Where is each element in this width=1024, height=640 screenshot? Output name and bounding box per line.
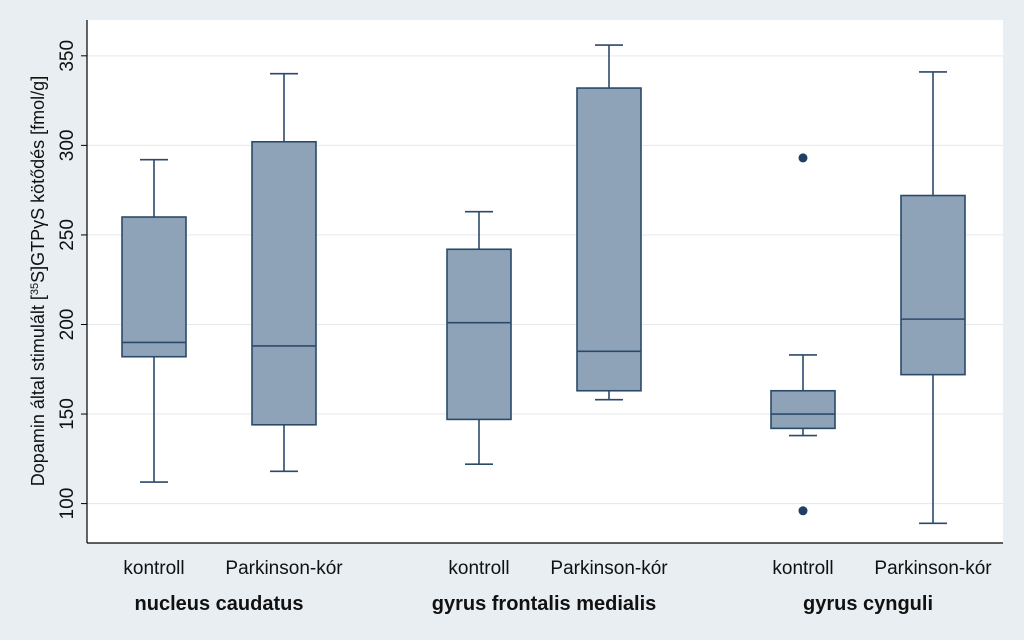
plot-area <box>87 20 1003 543</box>
box-iqr <box>251 140 317 426</box>
box-iqr <box>576 87 642 392</box>
y-tick-label: 350 <box>57 40 78 72</box>
category-label: kontroll <box>448 558 509 579</box>
y-axis-ticks: 100 150 200 250 300 350 <box>57 40 87 519</box>
boxes <box>121 44 966 525</box>
category-labels: kontroll Parkinson-kór nucleus caudatus kon… <box>123 558 992 615</box>
group-label: nucleus caudatus <box>135 593 304 615</box>
box-iqr <box>121 216 187 358</box>
y-tick-label: 300 <box>57 130 78 162</box>
group-label: gyrus frontalis medialis <box>432 593 657 615</box>
category-label: Parkinson-kór <box>225 558 343 579</box>
box-iqr <box>770 389 836 430</box>
box-iqr <box>446 248 512 421</box>
grid-lines <box>87 55 1003 505</box>
category-label: Parkinson-kór <box>550 558 668 579</box>
outlier-point <box>798 153 808 163</box>
box-iqr <box>900 194 966 376</box>
category-label: kontroll <box>772 558 833 579</box>
y-tick-label: 200 <box>57 309 78 341</box>
group-label: gyrus cynguli <box>803 593 933 615</box>
category-label: kontroll <box>123 558 184 579</box>
y-axis-title: Dopamin által stimulált [35S]GTPγS kötőd… <box>28 76 48 486</box>
outlier-point <box>798 506 808 516</box>
y-tick-label: 250 <box>57 219 78 251</box>
y-tick-label: 150 <box>57 398 78 430</box>
y-tick-label: 100 <box>57 488 78 520</box>
category-label: Parkinson-kór <box>874 558 992 579</box>
